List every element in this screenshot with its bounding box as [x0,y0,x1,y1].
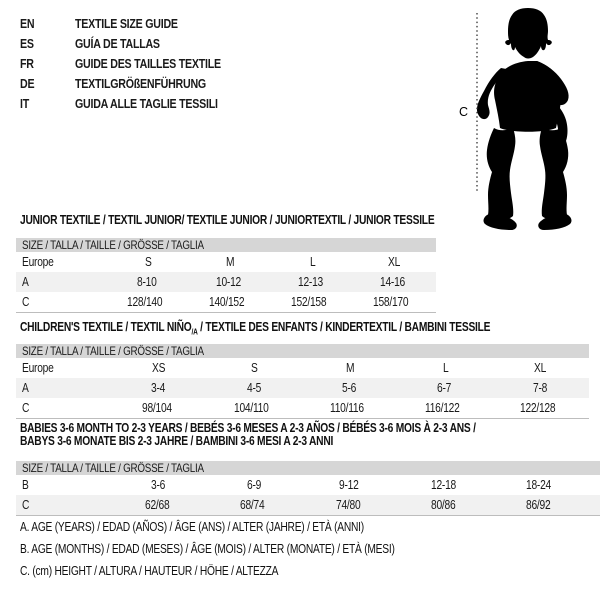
svg-text:C: C [459,105,468,119]
